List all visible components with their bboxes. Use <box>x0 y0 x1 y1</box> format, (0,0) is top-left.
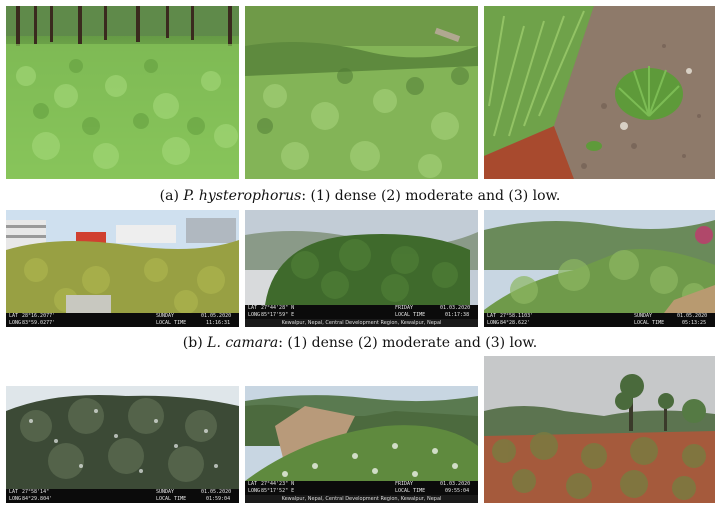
time-label: LOCAL TIME <box>156 496 187 502</box>
caption-a-prefix: (a) <box>159 188 179 204</box>
caption-a-text: : (1) dense (2) moderate and (3) low. <box>301 188 561 204</box>
lat-label: LAT <box>9 489 19 495</box>
day-label: FRIDAY <box>395 481 414 487</box>
date-value: 01.03.2020 <box>440 481 471 487</box>
photo-lantana-moderate: LAT 27°44'28" N LONG 85°17'59" E FRIDAY … <box>245 210 478 327</box>
lat-label: LAT <box>487 313 497 319</box>
day-label: SUNDAY <box>634 313 653 319</box>
long-value: 83°59.0277' <box>22 320 56 326</box>
date-value: 01.05.2020 <box>201 489 232 495</box>
photo-parthenium-dense <box>6 6 239 179</box>
long-value: 84°29.804' <box>22 496 53 502</box>
long-label: LONG <box>9 496 22 502</box>
photo-row-c-dense: LAT 27°58'14" LONG 84°29.804' SUNDAY 01.… <box>6 386 239 503</box>
time-label: LOCAL TIME <box>395 488 426 494</box>
time-value: 11:16:31 <box>206 320 231 326</box>
photo-parthenium-moderate <box>245 6 478 179</box>
gps-overlay: LAT 27°58.1103' LONG 84°28.622' SUNDAY 0… <box>484 313 715 327</box>
time-value: 01:17:38 <box>445 312 470 318</box>
date-value: 01.05.2020 <box>201 313 232 319</box>
photo-parthenium-low <box>484 6 715 179</box>
long-value: 84°28.622' <box>500 320 531 326</box>
lat-value: 28°16.2077' <box>22 313 56 319</box>
day-label: SUNDAY <box>156 489 175 495</box>
time-label: LOCAL TIME <box>395 312 426 318</box>
lat-value: 27°44'23" N <box>261 481 295 487</box>
long-label: LONG <box>487 320 500 326</box>
long-label: LONG <box>248 312 261 318</box>
lat-label: LAT <box>9 313 19 319</box>
photo-lantana-low: LAT 27°58.1103' LONG 84°28.622' SUNDAY 0… <box>484 210 715 327</box>
time-value: 09:55:04 <box>445 488 470 494</box>
caption-a-species: P. hysterophorus <box>183 188 302 204</box>
caption-a: (a) P. hysterophorus: (1) dense (2) mode… <box>0 188 720 204</box>
day-label: SUNDAY <box>156 313 175 319</box>
gps-overlay: LAT 27°58'14" LONG 84°29.804' SUNDAY 01.… <box>6 489 239 503</box>
lat-value: 27°58.1103' <box>500 313 534 319</box>
location-note: Kewalpur, Nepal, Central Development Reg… <box>245 319 478 327</box>
photo-lantana-dense: LAT 28°16.2077' LONG 83°59.0277' SUNDAY … <box>6 210 239 327</box>
date-value: 01.05.2020 <box>677 313 708 319</box>
photo-row-c-low <box>484 356 715 503</box>
caption-b-species: L. camara <box>207 335 279 351</box>
gps-overlay: LAT 28°16.2077' LONG 83°59.0277' SUNDAY … <box>6 313 239 327</box>
long-value: 85°17'59" E <box>261 312 295 318</box>
gps-overlay: LAT 27°44'23" N LONG 85°17'52" E FRIDAY … <box>245 481 478 495</box>
long-label: LONG <box>9 320 22 326</box>
lat-value: 27°44'28" N <box>261 305 295 311</box>
caption-b-text: : (1) dense (2) moderate and (3) low. <box>278 335 538 351</box>
long-value: 85°17'52" E <box>261 488 295 494</box>
lat-label: LAT <box>248 481 258 487</box>
gps-overlay: LAT 27°44'28" N LONG 85°17'59" E FRIDAY … <box>245 305 478 319</box>
time-value: 01:59:04 <box>206 496 231 502</box>
photo-row-c-moderate: LAT 27°44'23" N LONG 85°17'52" E FRIDAY … <box>245 386 478 503</box>
time-label: LOCAL TIME <box>634 320 665 326</box>
time-label: LOCAL TIME <box>156 320 187 326</box>
lat-value: 27°58'14" <box>22 489 50 495</box>
day-label: FRIDAY <box>395 305 414 311</box>
date-value: 01.03.2020 <box>440 305 471 311</box>
location-note: Kewalpur, Nepal, Central Development Reg… <box>245 495 478 503</box>
caption-b: (b) L. camara: (1) dense (2) moderate an… <box>0 335 720 351</box>
caption-b-prefix: (b) <box>182 335 203 351</box>
long-label: LONG <box>248 488 261 494</box>
lat-label: LAT <box>248 305 258 311</box>
time-value: 05:13:25 <box>682 320 707 326</box>
